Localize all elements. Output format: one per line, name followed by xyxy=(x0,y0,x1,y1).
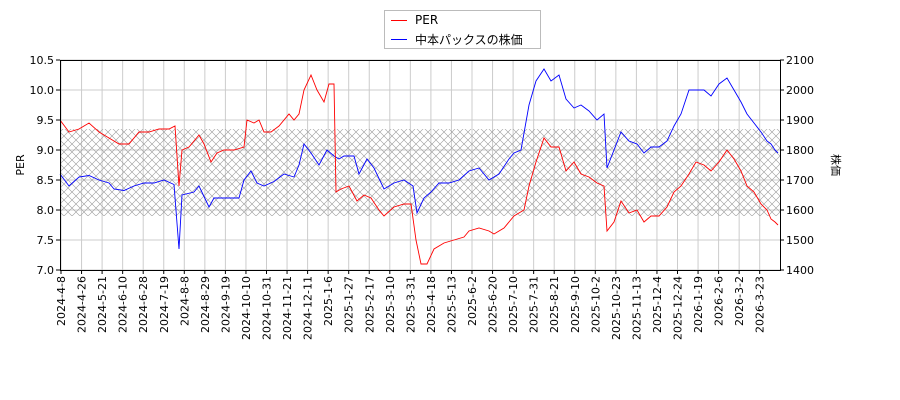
x-tick-label: 2024-8-8 xyxy=(178,276,191,326)
legend-label: 中本パックスの株価 xyxy=(415,33,523,47)
x-tick-label: 2024-5-21 xyxy=(96,276,109,333)
legend-swatch xyxy=(391,39,407,40)
x-tick-label: 2025-4-18 xyxy=(425,276,438,333)
x-tick-label: 2025-10-23 xyxy=(610,276,623,340)
legend: PER 中本パックスの株価 xyxy=(384,10,541,49)
y-tick-label: 9.5 xyxy=(37,114,55,127)
y2-tick-label: 2000 xyxy=(786,84,814,97)
y-tick-label: 8.5 xyxy=(37,174,55,187)
x-tick-label: 2025-7-31 xyxy=(528,276,541,333)
x-tick-label: 2024-12-11 xyxy=(302,276,315,340)
y2-tick-label: 1400 xyxy=(786,264,814,277)
x-tick-label: 2024-8-29 xyxy=(199,276,212,333)
x-tick-label: 2024-11-21 xyxy=(281,276,294,340)
plot-frame xyxy=(60,60,781,271)
x-tick-label: 2025-8-21 xyxy=(548,276,561,333)
x-tick-label: 2025-3-10 xyxy=(384,276,397,333)
y2-tick-label: 2100 xyxy=(786,54,814,67)
x-tick-label: 2026-2-6 xyxy=(713,276,726,326)
legend-label: PER xyxy=(415,13,439,27)
y-tick-label: 10.0 xyxy=(30,84,55,97)
price-line xyxy=(59,68,779,250)
y-tick-label: 7.5 xyxy=(37,234,55,247)
y-tick-label: 8.0 xyxy=(37,204,55,217)
per-line xyxy=(59,73,779,265)
y-tick-label: 7.0 xyxy=(37,264,55,277)
legend-item-per: PER xyxy=(391,13,438,27)
y2-tick-label: 1800 xyxy=(786,144,814,157)
y2-tick-label: 1500 xyxy=(786,234,814,247)
y-tick-label: 10.5 xyxy=(30,54,55,67)
y2-axis-label: 株価 xyxy=(829,154,843,176)
x-tick-label: 2026-3-23 xyxy=(754,276,767,333)
y2-tick-label: 1600 xyxy=(786,204,814,217)
x-tick-label: 2024-9-19 xyxy=(219,276,232,333)
x-tick-label: 2024-7-19 xyxy=(158,276,171,333)
x-tick-label: 2025-1-6 xyxy=(322,276,335,326)
legend-item-price: 中本パックスの株価 xyxy=(391,31,523,48)
x-tick-label: 2025-12-24 xyxy=(672,276,685,340)
y-axis-label: PER xyxy=(14,154,27,176)
x-tick-label: 2026-3-2 xyxy=(733,276,746,326)
x-tick-label: 2024-10-31 xyxy=(261,276,274,340)
x-tick-label: 2025-1-27 xyxy=(343,276,356,333)
x-tick-label: 2026-1-19 xyxy=(692,276,705,333)
x-tick-label: 2025-5-13 xyxy=(445,276,458,333)
x-tick-label: 2024-10-10 xyxy=(240,276,253,340)
x-tick-label: 2025-12-4 xyxy=(651,276,664,333)
per-range-band xyxy=(60,129,780,216)
x-tick-label: 2025-9-10 xyxy=(569,276,582,333)
x-tick-label: 2024-6-28 xyxy=(137,276,150,333)
x-tick-label: 2025-2-17 xyxy=(363,276,376,333)
y-tick-label: 9.0 xyxy=(37,144,55,157)
y2-tick-label: 1700 xyxy=(786,174,814,187)
x-tick-label: 2024-4-8 xyxy=(55,276,68,326)
x-tick-label: 2025-10-2 xyxy=(589,276,602,333)
x-tick-label: 2025-7-10 xyxy=(507,276,520,333)
x-tick-label: 2024-4-26 xyxy=(76,276,89,333)
x-tick-label: 2025-6-20 xyxy=(487,276,500,333)
x-tick-label: 2025-11-13 xyxy=(630,276,643,340)
x-tick-label: 2024-6-10 xyxy=(117,276,130,333)
x-tick-label: 2025-3-31 xyxy=(404,276,417,333)
y2-tick-label: 1900 xyxy=(786,114,814,127)
legend-swatch xyxy=(391,19,407,21)
x-tick-label: 2025-6-2 xyxy=(466,276,479,326)
